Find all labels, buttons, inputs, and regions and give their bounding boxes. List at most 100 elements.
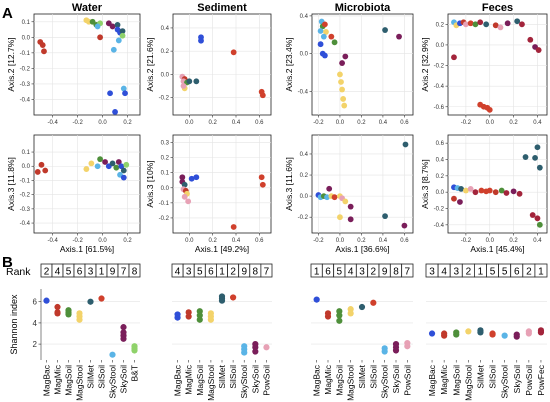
x-tick-label: 0.2 (357, 238, 366, 244)
x-axis-label: Axis.1 [36.6%] (335, 244, 389, 254)
data-point-MagBac (321, 52, 328, 59)
data-point-SilMet (534, 144, 541, 151)
plot-frame (311, 13, 414, 116)
strip-point-MagSoil (65, 307, 72, 314)
data-point-MagMic (41, 48, 47, 55)
category-label: SkyStool (500, 365, 510, 399)
category-label: MagSoil (64, 365, 74, 396)
data-point-SilSoil (331, 194, 338, 201)
data-point-MagBac (107, 90, 113, 97)
strip-point-PowSoil (263, 344, 270, 351)
category-label: PowFec (536, 364, 546, 395)
data-point-SkySoil (109, 23, 116, 30)
y-tick-label: -0.2 (20, 193, 31, 199)
category-label: SilSoil (97, 365, 107, 389)
category-label: MagMic (323, 364, 333, 395)
data-point-SkyStool (115, 37, 122, 44)
strip-point-SkySoil (392, 341, 400, 348)
x-tick-label: 0.0 (185, 120, 194, 126)
data-point-MagStool (342, 198, 349, 205)
rank-value: 7 (405, 267, 411, 278)
x-tick-label: -0.2 (313, 238, 324, 244)
data-point-MagStool (338, 79, 344, 85)
rank-value: 5 (197, 267, 203, 278)
rank-value: 6 (325, 267, 331, 278)
data-point-MagBac (193, 174, 200, 181)
y-tick-label: 0.0 (436, 43, 445, 49)
rank-value: 8 (393, 267, 399, 278)
y-tick-label: 0.2 (436, 22, 445, 28)
strip-point-MagMic (54, 310, 61, 317)
scatter-panel-0: -0.4 -0.2 0.0 0.2 -0.4 -0.3 -0.2 -0.1 0.0 0.1 Wate… (6, 2, 141, 126)
data-point-PowFec (516, 190, 523, 197)
data-point-SilMet (536, 164, 543, 171)
category-label: SkySoil (119, 365, 129, 393)
x-tick-label: 0.2 (208, 238, 217, 244)
scatter-panel-2: -0.2 0.0 0.2 0.4 0.6 -0.4 0.0 0.4 Microbiota Axis… (284, 2, 414, 126)
data-point-SkyStool (94, 163, 101, 170)
scatter-panel-4: -0.4 -0.2 0.0 0.2 -0.4 -0.3 -0.2 -0.1 0.0 0.1 Axis… (6, 134, 141, 254)
data-point-MagSoil (498, 187, 505, 194)
strip-point-SilSoil (98, 295, 105, 302)
strip-point-SilSoil (370, 299, 377, 306)
rank-value: 1 (538, 267, 544, 278)
x-tick-label: 0.2 (208, 120, 217, 126)
strip-point-SilSoil (230, 294, 237, 301)
y-tick-label: 0.2 (161, 156, 170, 162)
data-point-MagBac (118, 163, 125, 170)
x-tick-label: 0.4 (379, 120, 388, 126)
data-point-PowFec (503, 190, 510, 196)
strip-point-B&T (131, 343, 138, 350)
strip-point-MagStool (465, 328, 472, 335)
data-point-B&T (123, 161, 130, 168)
x-tick-label: 0.4 (232, 120, 241, 126)
x-tick-label: -0.2 (313, 120, 324, 126)
data-point-MagSoil (97, 156, 103, 163)
rank-value: 9 (110, 267, 116, 278)
category-label: SilMet (475, 364, 485, 388)
data-point-SilSoil (259, 181, 266, 188)
strip-point-PowSoil (525, 328, 532, 335)
data-point-SkySoil (179, 174, 186, 181)
data-point-SkySoil (342, 53, 349, 60)
panel-title: Sediment (197, 2, 247, 14)
y-tick-label: 0.1 (22, 20, 31, 26)
y-tick-label: -0.3 (20, 82, 31, 88)
data-point-SilMet (402, 141, 409, 148)
y-tick-label: 0.1 (22, 150, 31, 156)
x-tick-label: -0.2 (72, 120, 83, 126)
data-point-PowFec (519, 21, 525, 28)
data-point-MagMic (39, 42, 46, 48)
rank-box (401, 263, 414, 278)
data-point-SkySoil (457, 199, 463, 205)
rank-value: 5 (66, 267, 72, 278)
data-point-MagStool (337, 71, 343, 78)
y-axis-label: Axis.2 [32.9%] (420, 37, 430, 91)
y-tick-label: -0.4 (434, 223, 445, 229)
x-tick-label: -0.4 (48, 238, 59, 244)
data-point-SilSoil (328, 33, 335, 40)
strip-point-MagSoil (336, 317, 343, 324)
data-point-MagBac (122, 90, 128, 97)
strip-point-SilMet (218, 293, 226, 300)
category-label: MagMic (184, 364, 194, 395)
strip-point-SilMet (477, 329, 484, 336)
category-label: SkyStool (239, 365, 249, 399)
strip-point-SkyStool (501, 332, 508, 339)
data-point-SilMet (109, 160, 116, 167)
data-point-SilMet (193, 78, 200, 85)
y-axis-label: Axis.2 [21.6%] (145, 37, 155, 91)
data-point-SilMet (522, 154, 529, 160)
data-point-SilSoil (486, 106, 493, 113)
data-point-MagStool (340, 96, 347, 102)
strip-point-SkyStool (241, 343, 248, 350)
data-point-SilMet (186, 78, 193, 85)
x-tick-label: -0.2 (461, 238, 472, 244)
scatter-panel-3: -0.2 0.0 0.2 0.4 -0.6 -0.4 -0.2 0.0 0.2 Feces Axis… (420, 2, 548, 126)
rank-value: 4 (55, 267, 61, 278)
data-point-SilSoil (467, 20, 474, 27)
category-label: SkyStool (380, 365, 390, 399)
y-tick-label: -0.4 (20, 97, 31, 103)
data-point-PowFec (527, 36, 534, 43)
